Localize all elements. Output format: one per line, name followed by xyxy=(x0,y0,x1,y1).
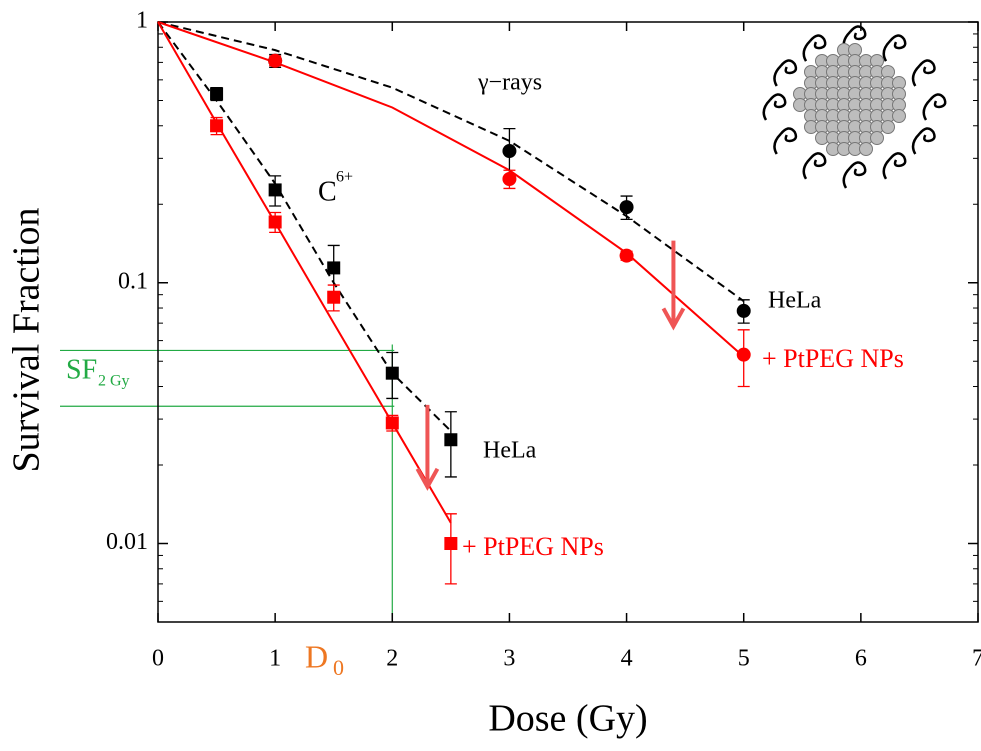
annotation: 0 xyxy=(333,655,344,680)
marker xyxy=(619,248,634,263)
marker xyxy=(210,87,224,101)
nanoparticle-icon xyxy=(762,25,947,189)
marker xyxy=(736,303,751,318)
x-tick-label: 5 xyxy=(738,646,750,672)
fit-curve xyxy=(157,21,745,358)
ligand xyxy=(922,93,947,121)
nanoparticle-bead xyxy=(859,142,873,156)
annotation: D xyxy=(305,638,328,674)
ligand xyxy=(773,59,798,87)
x-tick-label: 3 xyxy=(503,646,515,672)
marker xyxy=(444,537,458,551)
ligand xyxy=(802,34,827,62)
ligand xyxy=(762,93,787,121)
marker xyxy=(327,261,341,275)
x-tick-label: 4 xyxy=(621,646,633,672)
marker xyxy=(385,416,399,430)
annotation: SF xyxy=(66,354,97,385)
annotation: HeLa xyxy=(483,438,537,464)
x-tick-label: 6 xyxy=(855,646,867,672)
x-tick-label: 7 xyxy=(972,646,981,672)
nanoparticle-bead xyxy=(881,120,895,134)
ligand xyxy=(882,152,907,180)
y-tick-label: 0.01 xyxy=(106,529,148,555)
ligand xyxy=(842,161,867,189)
annotation: 2 Gy xyxy=(98,373,130,390)
annotation: C xyxy=(318,176,337,207)
marker xyxy=(502,144,517,159)
nanoparticle-bead xyxy=(870,131,884,145)
y-tick-label: 0.1 xyxy=(118,268,148,294)
fit-curve xyxy=(157,21,452,524)
ligand xyxy=(911,127,936,155)
marker xyxy=(619,200,634,215)
arrow xyxy=(415,404,440,491)
marker xyxy=(268,215,282,229)
arrow xyxy=(661,240,686,331)
marker xyxy=(385,366,399,380)
plot-frame xyxy=(157,21,979,623)
fit-curve xyxy=(157,21,745,302)
ligand xyxy=(802,152,827,180)
marker xyxy=(444,433,458,447)
marker xyxy=(268,53,283,68)
ligand xyxy=(882,34,907,62)
x-tick-label: 2 xyxy=(386,646,398,672)
x-tick-label: 1 xyxy=(269,646,281,672)
annotation: γ−rays xyxy=(477,70,542,96)
annotation: + PtPEG NPs xyxy=(762,344,904,373)
annotation: HeLa xyxy=(768,288,822,314)
y-axis-label: Survival Fraction xyxy=(6,208,48,473)
marker xyxy=(268,183,282,197)
annotation: 6+ xyxy=(336,169,353,186)
ligand xyxy=(911,59,936,87)
marker xyxy=(210,119,224,133)
x-axis-label: Dose (Gy) xyxy=(488,698,647,740)
ligand xyxy=(773,127,798,155)
x-tick-label: 0 xyxy=(152,646,164,672)
annotation: + PtPEG NPs xyxy=(462,532,604,561)
fit-curve xyxy=(157,21,452,432)
marker xyxy=(327,290,341,304)
marker xyxy=(502,171,517,186)
nanoparticle-bead xyxy=(892,109,906,123)
marker xyxy=(736,347,751,362)
y-tick-label: 1 xyxy=(136,8,148,34)
